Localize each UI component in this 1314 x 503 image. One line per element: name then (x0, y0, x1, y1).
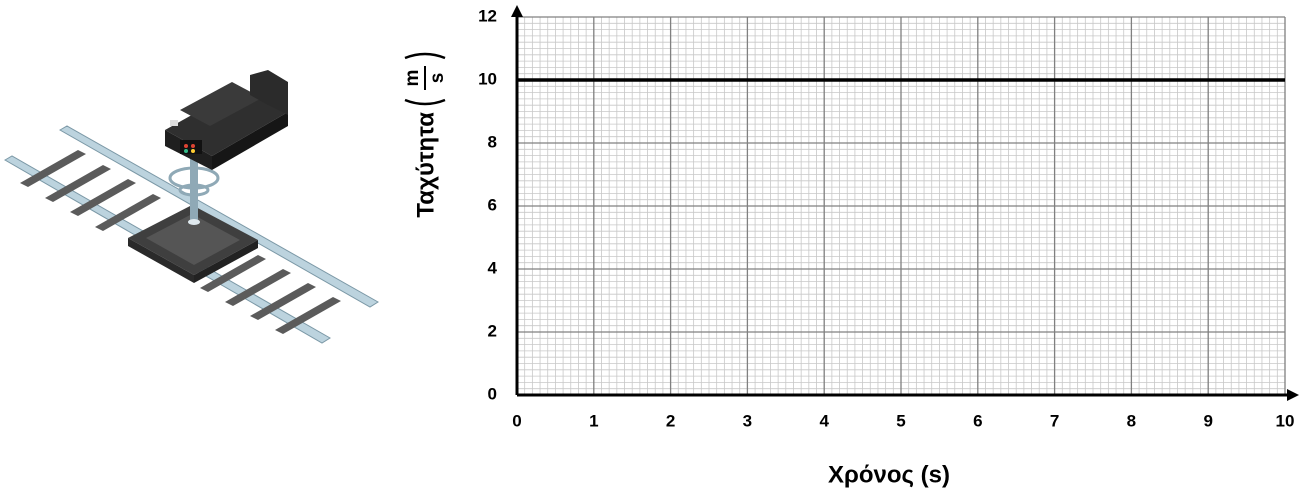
x-tick-label: 1 (589, 411, 598, 430)
x-tick-label: 8 (1127, 411, 1136, 430)
y-unit-numerator: m (402, 70, 423, 87)
y-axis-arrow (511, 5, 523, 17)
x-tick-label: 2 (666, 411, 675, 430)
x-axis-arrow (1287, 389, 1299, 401)
paren (404, 98, 446, 106)
y-tick-label: 4 (488, 258, 498, 277)
x-axis-title: Χρόνος (s) (828, 461, 950, 488)
x-tick-label: 6 (973, 411, 982, 430)
y-tick-label: 6 (488, 195, 497, 214)
y-unit-denominator: s (427, 73, 448, 84)
illustration (3, 70, 379, 344)
y-tick-label: 12 (478, 6, 497, 25)
x-tick-label: 4 (819, 411, 829, 430)
x-tick-label: 7 (1050, 411, 1059, 430)
x-tick-label: 9 (1203, 411, 1212, 430)
x-tick-label: 0 (512, 411, 521, 430)
paren (404, 52, 446, 60)
y-tick-label: 2 (488, 321, 497, 340)
x-tick-label: 5 (896, 411, 905, 430)
y-axis-label: Ταχύτητα m s (402, 52, 448, 218)
y-tick-label: 0 (488, 384, 497, 403)
y-tick-label: 8 (488, 132, 497, 151)
x-tick-label: 3 (743, 411, 752, 430)
x-tick-label: 10 (1276, 411, 1295, 430)
y-axis-title: Ταχύτητα (412, 112, 439, 218)
y-tick-label: 10 (478, 69, 497, 88)
